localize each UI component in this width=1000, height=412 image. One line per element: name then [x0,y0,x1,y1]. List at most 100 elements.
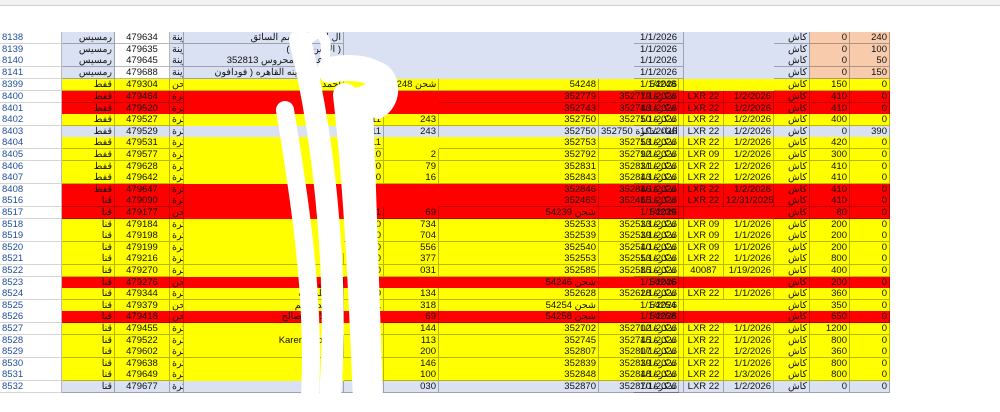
cell-amount[interactable]: 80 [810,207,850,219]
cell-type[interactable]: تذكرة [170,218,184,231]
cell-vehicle[interactable]: LXR 22 [684,183,724,196]
row-header[interactable]: 8406 [0,160,62,173]
cell-ref[interactable]: 352745 [439,334,599,347]
cell-date2[interactable]: 1/1/2026 [724,323,774,335]
cell-vehicle[interactable]: LXR 09 [684,149,724,161]
row-header[interactable]: 8138 [0,32,62,44]
row-header[interactable]: 8529 [0,346,62,359]
cell-code[interactable]: 479379 [115,299,170,312]
cell-ref[interactable]: 352628 [439,288,599,301]
row-header[interactable]: 8527 [0,323,62,335]
row-header[interactable]: 8519 [0,230,62,243]
table-row[interactable]: 8405479577قفطتذكرة102352792352792 تذكرة1… [0,149,1000,161]
cell-region[interactable]: قنا [62,288,115,301]
cell-type[interactable]: تذكرة [170,114,184,127]
cell-movement[interactable]: حركة خزينة [170,66,184,79]
cell-balance[interactable]: 0 [850,149,890,161]
cell-vehicle[interactable]: LXR 22 [684,114,724,127]
cell-code[interactable]: 479602 [115,346,170,359]
cell-type[interactable]: تذكرة [170,137,184,150]
cell-payment[interactable]: كاش [774,195,810,208]
cell-ref-desc[interactable]: 352702 تذكرة [599,323,679,335]
cell-region[interactable]: قنا [62,381,115,393]
cell-number-a[interactable]: 11 [344,207,384,219]
cell-amount[interactable]: 0 [810,55,850,68]
cell-payment[interactable]: كاش [774,55,810,68]
cell-ref-desc[interactable]: 352553 تذكرة [599,253,679,266]
cell-date[interactable]: 1/1/2026 [634,334,684,347]
cell-code[interactable]: 479529 [115,125,170,138]
cell-ref-desc[interactable]: 54246 [599,276,679,289]
cell-amount[interactable]: 400 [810,265,850,277]
cell-type[interactable]: تذكرة [170,160,184,173]
cell-name[interactable]: توفيق [184,276,344,289]
cell-code[interactable]: 479527 [115,114,170,127]
cell-region[interactable]: قنا [62,207,115,219]
cell-amount[interactable]: 1200 [810,323,850,335]
cell-payment[interactable]: كاش [774,102,810,115]
cell-type[interactable]: تذكرة [170,346,184,359]
cell-code[interactable]: 479344 [115,288,170,301]
cell-number-b[interactable]: 243 [384,125,439,138]
cell-balance[interactable]: 0 [850,91,890,103]
cell-payment[interactable]: كاش [774,114,810,127]
cell-number-a[interactable]: 10 [344,346,384,359]
cell-type[interactable]: تذكرة [170,381,184,393]
cell-date2[interactable]: 1/2/2026 [724,381,774,393]
cell-payment[interactable]: كاش [774,230,810,243]
table-row[interactable]: 8528479522قناتذكرةKarem Moham10113352745… [0,334,1000,347]
cell-ref[interactable]: 352702 [439,323,599,335]
cell-type[interactable]: تذكرة [170,323,184,335]
cell-region[interactable]: رمسيس [62,43,115,56]
cell-code[interactable]: 479634 [115,32,170,44]
row-header[interactable]: 8141 [0,66,62,79]
cell-date[interactable]: 1/1/2026 [634,357,684,370]
cell-number-a[interactable]: 11 [344,299,384,312]
cell-number-a[interactable]: 10 [344,369,384,382]
cell-ref[interactable]: 352839 [439,357,599,370]
cell-date[interactable]: 1/1/2026 [634,137,684,150]
cell-ref-desc[interactable]: 352540 تذكرة [599,241,679,254]
cell-name[interactable]: عبداللطيف [184,288,344,301]
cell-description[interactable]: ( الأمين وائل ) [184,43,344,56]
cell-ref-desc[interactable]: 54239 [599,207,679,219]
cell-number-b[interactable]: 377 [384,253,439,266]
cell-payment[interactable]: كاش [774,311,810,324]
cell-payment[interactable]: كاش [774,172,810,185]
cell-number-b[interactable]: 734 [384,218,439,231]
cell-ref-desc[interactable]: 352533 تذكرة [599,218,679,231]
cell-number-a[interactable]: 10 [344,172,384,185]
cell-code[interactable]: 479531 [115,137,170,150]
cell-type[interactable]: شحن [170,276,184,289]
cell-code[interactable]: 479649 [115,369,170,382]
cell-region[interactable]: قنا [62,195,115,208]
cell-ref[interactable]: 352831 [439,160,599,173]
cell-ref[interactable]: 352465 [439,195,599,208]
cell-region[interactable]: قنا [62,346,115,359]
cell-name[interactable]: Karem Moham [184,334,344,347]
cell-amount[interactable]: 0 [810,125,850,138]
cell-region[interactable]: قفط [62,102,115,115]
cell-ref-desc[interactable]: 352843 تذكرة [599,172,679,185]
cell-ref[interactable]: 352533 [439,218,599,231]
row-header[interactable]: 8518 [0,218,62,231]
cell-vehicle[interactable]: 40087 [684,265,724,277]
cell-payment[interactable]: كاش [774,357,810,370]
cell-payment[interactable]: كاش [774,253,810,266]
row-header[interactable]: 8522 [0,265,62,277]
cell-balance[interactable]: 0 [850,114,890,127]
cell-payment[interactable]: كاش [774,299,810,312]
cell-amount[interactable]: 200 [810,241,850,254]
cell-region[interactable]: قفط [62,160,115,173]
cell-type[interactable]: تذكرة [170,230,184,243]
cell-ref-desc[interactable]: 54258 [599,311,679,324]
